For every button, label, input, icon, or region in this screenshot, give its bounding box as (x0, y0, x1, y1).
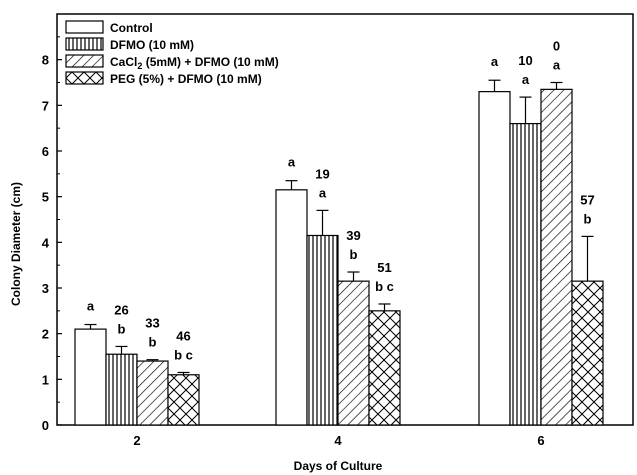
significance-letter: b (584, 211, 592, 226)
percent-label: 51 (377, 260, 391, 275)
bar (540, 88, 573, 426)
x-tick-label: 4 (334, 433, 342, 448)
bar (275, 189, 308, 426)
y-tick-label: 4 (42, 235, 50, 250)
x-tick-label: 6 (537, 433, 544, 448)
significance-letter: a (288, 155, 296, 170)
y-axis: 0 1 2 3 4 5 6 7 8 (42, 36, 62, 433)
significance-letter: a (522, 72, 530, 87)
legend-label: DFMO (10 mM) (110, 38, 194, 52)
legend-swatch (65, 20, 104, 34)
significance-letter: b (350, 247, 358, 262)
percent-label: 0 (553, 39, 560, 54)
x-tick-label: 2 (133, 433, 140, 448)
bar (478, 91, 511, 426)
legend-label: PEG (5%) + DFMO (10 mM) (110, 72, 262, 86)
percent-label: 33 (145, 316, 159, 331)
legend: Control DFMO (10 mM) CaCl2 (5mM) + DFMO (1… (65, 20, 279, 86)
bar (368, 310, 401, 426)
bar (571, 280, 604, 426)
legend-label: CaCl2 (5mM) + DFMO (10 mM) (110, 55, 279, 71)
y-tick-label: 2 (42, 327, 49, 342)
percent-label: 39 (346, 228, 360, 243)
significance-letter: a (87, 299, 95, 314)
y-tick-label: 6 (42, 144, 49, 159)
bar (337, 280, 370, 426)
percent-label: 46 (176, 328, 190, 343)
legend-label: Control (110, 21, 153, 35)
x-axis-title: Days of Culture (294, 459, 383, 473)
percent-label: 26 (114, 302, 128, 317)
y-tick-label: 5 (42, 190, 49, 205)
bar (74, 328, 107, 426)
significance-letter: b c (375, 279, 394, 294)
bar (136, 360, 169, 426)
legend-swatch (65, 54, 104, 68)
y-tick-label: 1 (42, 372, 49, 387)
percent-label: 10 (518, 53, 532, 68)
bar (105, 353, 138, 426)
y-tick-label: 7 (42, 98, 49, 113)
bar (306, 234, 339, 426)
bar (167, 374, 200, 426)
y-tick-label: 8 (42, 53, 49, 68)
percent-label: 19 (315, 166, 329, 181)
significance-letter: b c (174, 347, 193, 362)
y-tick-label: 3 (42, 281, 49, 296)
significance-letter: a (553, 58, 561, 73)
bars (74, 79, 604, 426)
annotations: a a a 26 b 19 a 10 a 33 b 39 b 0 a 46 b c 51 b c 57 b (87, 39, 595, 363)
significance-letter: a (491, 54, 499, 69)
y-tick-label: 0 (42, 418, 49, 433)
y-axis-title: Colony Diameter (cm) (9, 182, 23, 306)
significance-letter: b (149, 335, 157, 350)
legend-swatch (65, 71, 104, 85)
significance-letter: a (319, 185, 327, 200)
legend-swatch (65, 37, 104, 51)
significance-letter: b (118, 321, 126, 336)
percent-label: 57 (580, 192, 594, 207)
bar (509, 122, 542, 426)
